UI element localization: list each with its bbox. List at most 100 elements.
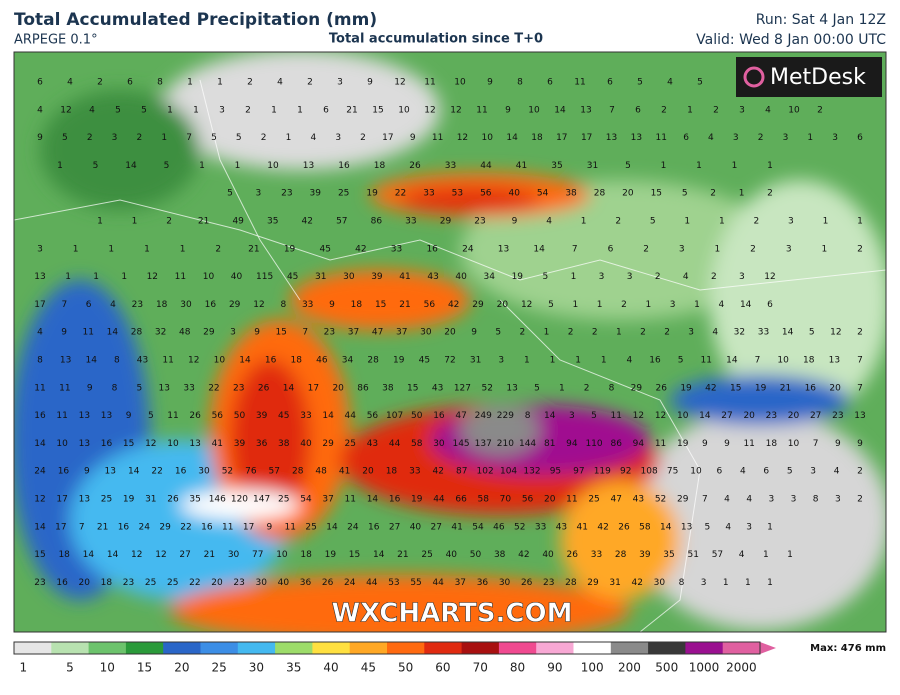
precip-value: 18 — [386, 467, 398, 477]
precip-value: 1 — [745, 578, 751, 588]
precip-value: 2 — [166, 217, 172, 227]
precip-value: 12 — [145, 439, 156, 449]
colorbar-segment — [88, 642, 127, 654]
precip-value: 23 — [324, 328, 335, 338]
precip-value: 120 — [231, 495, 248, 505]
precip-value: 2 — [710, 189, 716, 199]
precip-value: 18 — [101, 578, 113, 588]
precip-value: 18 — [803, 356, 815, 366]
precip-value: 22 — [151, 467, 162, 477]
precip-value: 21 — [97, 522, 108, 532]
precip-value: 13 — [79, 439, 90, 449]
precip-value: 48 — [179, 328, 191, 338]
precip-value: 23 — [281, 189, 292, 199]
precip-value: 15 — [34, 550, 45, 560]
precip-value: 2 — [568, 328, 574, 338]
precip-value: 18 — [351, 300, 363, 310]
precip-value: 16 — [368, 522, 380, 532]
precip-value: 119 — [594, 467, 611, 477]
precip-value: 3 — [688, 328, 694, 338]
precip-value: 12 — [457, 133, 468, 143]
precip-value: 4 — [310, 133, 316, 143]
logo-box — [736, 57, 882, 97]
precip-value: 13 — [854, 411, 865, 421]
precip-value: 1 — [235, 161, 241, 171]
precip-value: 29 — [677, 495, 689, 505]
precip-value: 2 — [664, 328, 670, 338]
precip-value: 1 — [696, 161, 702, 171]
precip-value: 17 — [56, 495, 67, 505]
precip-value: 43 — [556, 522, 567, 532]
precip-value: 20 — [211, 578, 223, 588]
precip-value: 1 — [550, 356, 556, 366]
precip-value: 33 — [183, 383, 194, 393]
colorbar-tick-label: 45 — [361, 661, 376, 675]
precip-value: 2 — [519, 328, 525, 338]
precip-value: 1 — [271, 105, 277, 115]
precip-value: 41 — [339, 467, 350, 477]
precip-value: 66 — [455, 495, 467, 505]
precip-value: 27 — [431, 522, 442, 532]
precip-value: 4 — [740, 467, 746, 477]
precip-value: 31 — [587, 161, 598, 171]
precip-value: 14 — [533, 244, 545, 254]
precip-value: 1 — [167, 105, 173, 115]
precip-value: 52 — [655, 495, 666, 505]
precip-value: 5 — [164, 161, 170, 171]
precip-value: 18 — [531, 133, 543, 143]
precip-value: 18 — [291, 356, 303, 366]
precip-value: 14 — [107, 328, 119, 338]
precip-value: 42 — [705, 383, 716, 393]
precip-value: 24 — [344, 578, 356, 588]
precip-value: 24 — [139, 522, 151, 532]
precip-value: 38 — [565, 189, 577, 199]
precip-value: 13 — [34, 272, 45, 282]
precip-value: 20 — [497, 300, 509, 310]
precip-value: 17 — [308, 383, 319, 393]
precip-value: 2 — [621, 300, 627, 310]
precip-value: 25 — [101, 495, 112, 505]
precip-value: 40 — [455, 272, 467, 282]
colorbar-tick-label: 30 — [249, 661, 264, 675]
precip-value: 94 — [566, 439, 578, 449]
precip-value: 4 — [708, 133, 714, 143]
colorbar-segment — [349, 642, 388, 654]
precip-value: 11 — [574, 78, 585, 88]
precip-value: 1 — [297, 105, 303, 115]
precip-value: 33 — [445, 161, 456, 171]
precip-value: 54 — [300, 495, 312, 505]
precip-value: 11 — [476, 105, 487, 115]
precip-value: 25 — [167, 578, 178, 588]
precip-value: 3 — [569, 411, 575, 421]
precip-value: 45 — [287, 272, 298, 282]
precip-value: 25 — [421, 550, 432, 560]
precip-value: 1 — [161, 133, 167, 143]
precip-value: 6 — [857, 133, 863, 143]
precip-value: 47 — [610, 495, 621, 505]
precip-value: 29 — [587, 578, 599, 588]
precip-value: 30 — [343, 272, 355, 282]
precip-value: 145 — [452, 439, 469, 449]
precip-value: 26 — [189, 411, 201, 421]
precip-value: 25 — [145, 578, 156, 588]
precip-value: 26 — [567, 550, 579, 560]
precip-value: 28 — [131, 328, 143, 338]
precip-value: 40 — [278, 578, 290, 588]
precip-value: 14 — [86, 356, 98, 366]
precip-value: 4 — [277, 78, 283, 88]
precip-value: 2 — [643, 244, 649, 254]
precip-value: 9 — [724, 439, 730, 449]
precip-value: 18 — [156, 300, 168, 310]
precip-value: 3 — [791, 495, 797, 505]
precip-value: 15 — [651, 189, 662, 199]
precip-value: 8 — [525, 411, 531, 421]
precip-value: 1 — [719, 217, 725, 227]
precip-value: 127 — [454, 383, 471, 393]
precip-value: 1 — [193, 105, 199, 115]
precip-value: 26 — [322, 578, 334, 588]
precip-value: 16 — [34, 411, 46, 421]
precip-value: 5 — [705, 522, 711, 532]
precip-value: 9 — [84, 467, 90, 477]
precip-value: 13 — [79, 495, 90, 505]
precip-value: 27 — [389, 522, 400, 532]
